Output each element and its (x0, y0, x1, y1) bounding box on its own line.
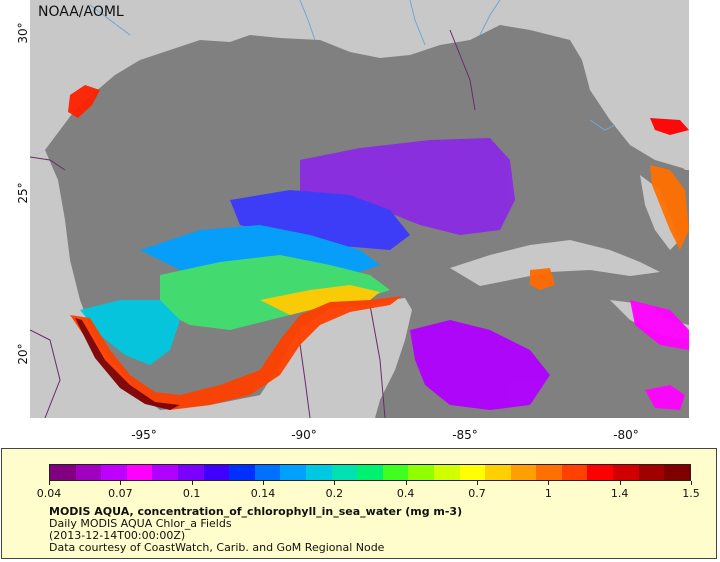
colorbar-tick (691, 481, 692, 485)
legend-panel: 0.04 0.07 0.1 0.14 0.2 0.4 0.7 1 1.4 1.5 MODIS AQ… (1, 448, 717, 559)
colorbar-tick-label: 1.5 (682, 487, 700, 500)
colorbar-tick (191, 481, 193, 485)
colorbar-tick (120, 481, 122, 485)
rivers (89, 0, 616, 131)
colorbar-tick-label: 1.4 (610, 487, 629, 500)
x-tick-label: -80° (613, 428, 639, 442)
colorbar-tick (477, 481, 478, 485)
colorbar-swatch (126, 465, 153, 480)
y-tick-label: 25° (16, 182, 30, 204)
colorbar-tick-label: 0.7 (468, 487, 486, 500)
colorbar-tick (263, 481, 264, 485)
colorbar-swatch (280, 465, 306, 480)
colorbar-tick (619, 481, 621, 485)
colorbar-swatch (459, 465, 486, 480)
colorbar-tick-label: 0.04 (36, 487, 62, 500)
colorbar-swatch (50, 465, 76, 480)
borders (30, 29, 476, 418)
colorbar-swatch (587, 465, 614, 480)
colorbar-tick-label: 0.1 (182, 487, 201, 500)
colorbar-swatch (75, 465, 102, 480)
chlorophyll-field (68, 85, 689, 410)
colorbar-tick (548, 481, 550, 485)
colorbar-swatch (357, 465, 383, 480)
colorbar-swatch (254, 465, 281, 480)
x-tick-label: -85° (452, 428, 478, 442)
colorbar-swatch (152, 465, 178, 480)
colorbar-swatch (485, 465, 511, 480)
colorbar-swatch (305, 465, 332, 480)
legend-title: MODIS AQUA, concentration_of_chlorophyll… (49, 505, 463, 518)
colorbar (49, 464, 691, 481)
colorbar-swatch (331, 465, 358, 480)
colorbar-swatch (229, 465, 255, 480)
colorbar-tick-label: 0.2 (325, 487, 344, 500)
colorbar-tick (49, 481, 50, 485)
y-tick-label: 20° (16, 343, 30, 365)
y-tick-label: 30° (16, 22, 30, 44)
colorbar-tick-label: 0.07 (108, 487, 133, 500)
colorbar-swatch (408, 465, 434, 480)
x-tick-label: -95° (131, 428, 157, 442)
bahamas (640, 175, 680, 250)
colorbar-tick-label: 0.4 (396, 487, 415, 500)
colorbar-swatch (613, 465, 639, 480)
colorbar-tick (334, 481, 336, 485)
colorbar-swatch (510, 465, 537, 480)
colorbar-swatch (638, 465, 665, 480)
legend-line2: (2013-12-14T00:00:00Z) (49, 529, 186, 542)
credit-label: NOAA/AOML (38, 4, 124, 20)
legend-line1: Daily MODIS AQUA Chlor_a Fields (49, 517, 232, 530)
legend-text: MODIS AQUA, concentration_of_chlorophyll… (49, 506, 462, 554)
legend-line3: Data courtesy of CoastWatch, Carib. and … (49, 541, 385, 554)
colorbar-tick-label: 1 (544, 487, 552, 500)
x-tick-label: -90° (291, 428, 317, 442)
cuba (450, 240, 660, 286)
map-canvas (30, 0, 689, 418)
map-area (30, 0, 689, 418)
colorbar-tick (405, 481, 407, 485)
colorbar-tick-label: 0.14 (250, 487, 276, 500)
mexico-landmass (30, 150, 412, 418)
colorbar-swatch (561, 465, 588, 480)
colorbar-swatch (101, 465, 127, 480)
colorbar-swatch (382, 465, 409, 480)
colorbar-swatch (536, 465, 562, 480)
colorbar-swatch (177, 465, 204, 480)
colorbar-swatch (664, 465, 690, 480)
colorbar-swatch (203, 465, 230, 480)
colorbar-swatch (433, 465, 460, 480)
